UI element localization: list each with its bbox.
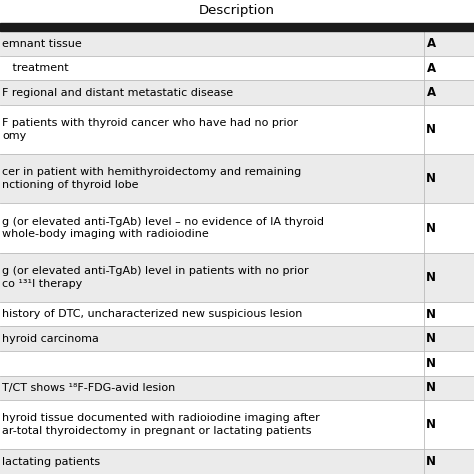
Text: N: N [426,123,437,136]
Text: N: N [426,332,437,345]
Text: A: A [427,37,436,50]
Bar [0,105,474,154]
Text: A: A [427,86,436,99]
Bar [0,56,474,81]
Text: N: N [426,382,437,394]
Text: history of DTC, uncharacterized new suspicious lesion: history of DTC, uncharacterized new susp… [2,309,303,319]
Text: N: N [426,271,437,284]
Text: cer in patient with hemithyroidectomy and remaining
nctioning of thyroid lobe: cer in patient with hemithyroidectomy an… [2,167,301,190]
Text: g (or elevated anti-TgAb) level – no evidence of IA thyroid
whole-body imaging w: g (or elevated anti-TgAb) level – no evi… [2,217,324,239]
Text: N: N [426,221,437,235]
Text: hyroid carcinoma: hyroid carcinoma [2,334,99,344]
Bar [0,302,474,327]
Text: F regional and distant metastatic disease: F regional and distant metastatic diseas… [2,88,234,98]
Bar [0,253,474,302]
Text: treatment: treatment [2,63,69,73]
Text: A: A [427,62,436,75]
Bar [0,81,474,105]
Text: N: N [426,357,437,370]
Text: N: N [426,173,437,185]
Bar [0,23,474,31]
Text: emnant tissue: emnant tissue [2,38,82,48]
Text: F patients with thyroid cancer who have had no prior
omy: F patients with thyroid cancer who have … [2,118,298,141]
Text: T/CT shows ¹⁸F-FDG-avid lesion: T/CT shows ¹⁸F-FDG-avid lesion [2,383,176,393]
Text: hyroid tissue documented with radioiodine imaging after
ar-total thyroidectomy i: hyroid tissue documented with radioiodin… [2,413,320,436]
Bar [0,351,474,375]
Text: N: N [426,455,437,468]
Bar [0,154,474,203]
Bar [0,203,474,253]
Text: N: N [426,308,437,320]
Text: N: N [426,419,437,431]
Bar [0,449,474,474]
Bar [0,327,474,351]
Text: g (or elevated anti-TgAb) level in patients with no prior
co ¹³¹I therapy: g (or elevated anti-TgAb) level in patie… [2,266,309,289]
Bar [0,31,474,56]
Bar [0,400,474,449]
Text: Description: Description [199,4,275,18]
Bar [0,375,474,400]
Text: lactating patients: lactating patients [2,457,100,467]
